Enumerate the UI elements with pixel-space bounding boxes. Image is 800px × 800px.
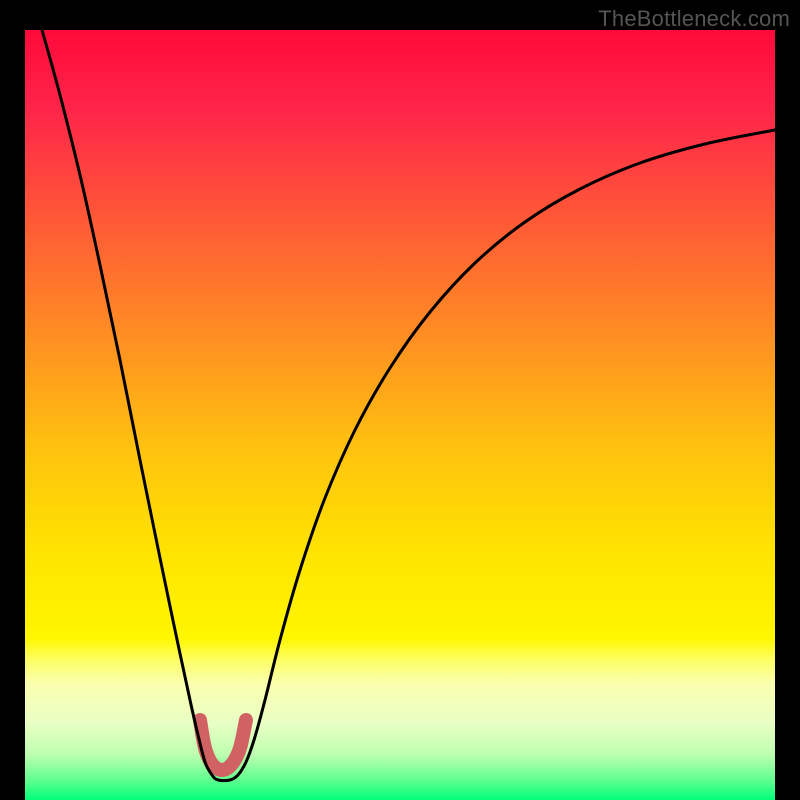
gradient-background <box>25 30 775 800</box>
watermark-text: TheBottleneck.com <box>598 6 790 32</box>
chart-container: TheBottleneck.com <box>0 0 800 800</box>
bottleneck-chart <box>0 0 800 800</box>
